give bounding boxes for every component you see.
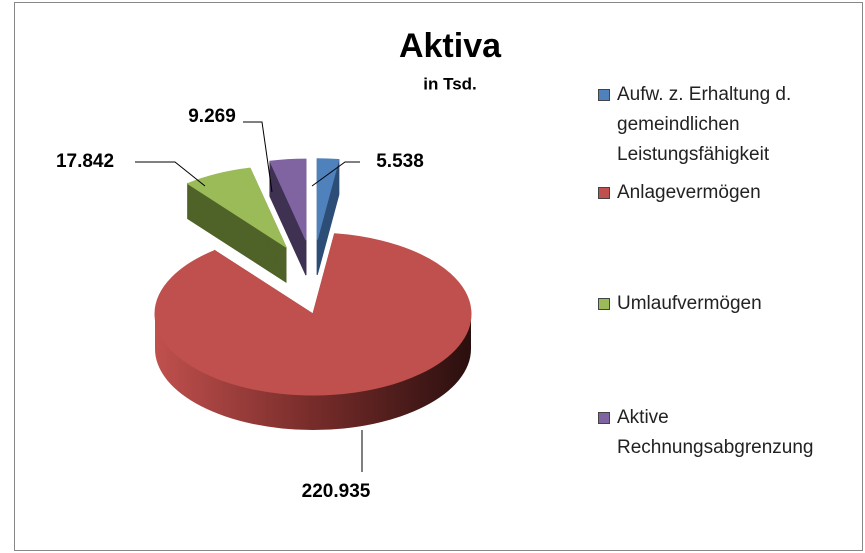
leader-line: [311, 161, 360, 187]
leader-line: [243, 121, 273, 193]
chart-title: Aktiva: [399, 27, 502, 65]
legend-swatch: [598, 89, 610, 101]
legend-item: Anlagevermögen: [598, 178, 860, 208]
slice: [269, 158, 307, 241]
slice-rim: [155, 314, 471, 430]
legend-swatch: [598, 298, 610, 310]
data-label: 17.842: [56, 151, 114, 172]
chart-subtitle: in Tsd.: [423, 74, 477, 93]
slice: [316, 158, 340, 240]
legend-label: Umlaufvermögen: [617, 293, 762, 314]
legend-item: Umlaufvermögen: [598, 289, 860, 319]
legend-label: Aktive Rechnungsabgrenzung: [617, 407, 814, 458]
legend-swatch: [598, 187, 610, 199]
data-label: 5.538: [376, 151, 424, 172]
legend-swatch: [598, 412, 610, 424]
data-label: 220.935: [302, 481, 371, 502]
pie: [154, 158, 472, 430]
slice: [186, 167, 288, 249]
legend-label: Anlagevermögen: [617, 182, 761, 203]
legend-item: Aktive Rechnungsabgrenzung: [598, 403, 860, 463]
leader-line: [135, 161, 206, 187]
slice: [154, 233, 472, 396]
data-label: 9.269: [188, 106, 236, 127]
legend-item: Aufw. z. Erhaltung d. gemeindlichen Leis…: [598, 80, 860, 170]
legend-label: Aufw. z. Erhaltung d. gemeindlichen Leis…: [617, 84, 792, 165]
